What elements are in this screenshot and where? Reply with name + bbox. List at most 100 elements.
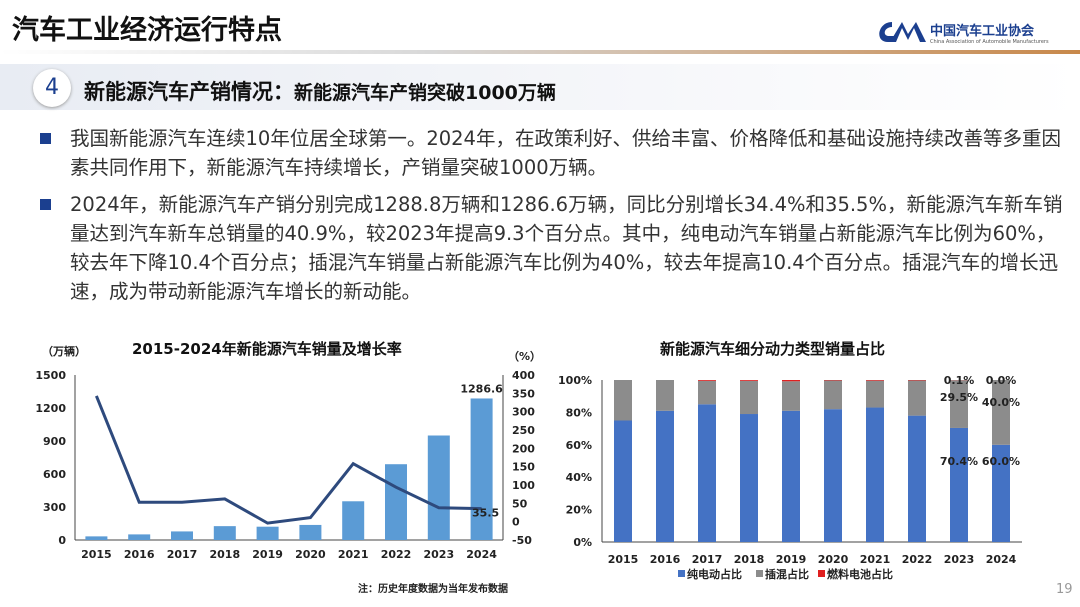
bar-2016 <box>128 534 151 540</box>
y-tick-label: 300 <box>43 501 66 514</box>
x-tick-label: 2017 <box>167 548 198 561</box>
y2-tick-label: 200 <box>512 442 535 455</box>
y-tick-label: 1500 <box>35 369 66 382</box>
segment-纯电动占比-2020 <box>824 409 842 542</box>
segment-纯电动占比-2022 <box>908 415 926 542</box>
x-tick-label: 2023 <box>944 553 975 566</box>
section-band <box>0 64 1080 110</box>
y-tick-label: 0 <box>58 534 66 547</box>
bullet-text: 2024年，新能源汽车产销分别完成1288.8万辆和1286.6万辆，同比分别增… <box>70 193 1063 303</box>
legend-label: 纯电动占比 <box>687 567 742 581</box>
header: 汽车工业经济运行特点 中国汽车工业协会 China Association of … <box>0 0 1080 50</box>
chart2-title: 新能源汽车细分动力类型销量占比 <box>660 340 886 358</box>
segment-纯电动占比-2023 <box>950 427 968 542</box>
y2-tick-label: 400 <box>512 369 535 382</box>
y2-unit-label: （%） <box>508 350 541 363</box>
segment-插混占比-2023 <box>950 380 968 428</box>
x-tick-label: 2020 <box>295 548 326 561</box>
y2-tick-label: 250 <box>512 424 535 437</box>
x-tick-label: 2015 <box>608 553 639 566</box>
data-label-bev: 70.4% <box>940 455 978 468</box>
bullet-square-icon <box>40 199 51 210</box>
x-tick-label: 2024 <box>466 548 497 561</box>
bar-2017 <box>171 531 193 540</box>
y-tick-label: 1200 <box>35 402 66 415</box>
segment-纯电动占比-2018 <box>740 414 758 542</box>
data-label-phev: 40.0% <box>982 396 1020 409</box>
bullet-2: 2024年，新能源汽车产销分别完成1288.8万辆和1286.6万辆，同比分别增… <box>40 190 1070 306</box>
segment-纯电动占比-2015 <box>614 420 632 542</box>
legend-label: 燃料电池占比 <box>826 567 893 581</box>
legend-swatch-2 <box>818 570 825 577</box>
legend-label: 插混占比 <box>765 567 809 581</box>
x-tick-label: 2021 <box>338 548 369 561</box>
x-tick-label: 2023 <box>423 548 454 561</box>
y-tick-label: 0% <box>573 536 592 549</box>
header-rule <box>0 50 1080 54</box>
bar-2015 <box>85 536 108 540</box>
segment-燃料电池占比-2018 <box>740 380 758 381</box>
segment-插混占比-2020 <box>824 380 842 410</box>
x-tick-label: 2020 <box>818 553 849 566</box>
y-tick-label: 20% <box>566 504 592 517</box>
chart1-title: 2015-2024年新能源汽车销量及增长率 <box>132 340 402 358</box>
segment-插混占比-2017 <box>698 380 716 405</box>
y2-tick-label: 300 <box>512 406 535 419</box>
footnote: 注：历史年度数据为当年发布数据 <box>358 584 508 595</box>
page-title: 汽车工业经济运行特点 <box>12 15 282 46</box>
y-tick-label: 80% <box>566 406 592 419</box>
bar-2021 <box>342 501 365 540</box>
page-number: 19 <box>1056 582 1073 597</box>
bar-2019 <box>256 526 279 540</box>
segment-纯电动占比-2017 <box>698 404 716 542</box>
bar-2020 <box>299 524 322 540</box>
x-tick-label: 2016 <box>124 548 155 561</box>
segment-纯电动占比-2024 <box>992 444 1010 542</box>
data-label-phev: 29.5% <box>940 391 978 404</box>
bullet-text: 我国新能源汽车连续10年位居全球第一。2024年，在政策利好、供给丰富、价格降低… <box>70 127 1061 179</box>
segment-插混占比-2022 <box>908 380 926 416</box>
segment-插混占比-2016 <box>656 380 674 411</box>
segment-插混占比-2021 <box>866 380 884 408</box>
section-number: 4 <box>33 69 71 107</box>
bullet-1: 我国新能源汽车连续10年位居全球第一。2024年，在政策利好、供给丰富、价格降低… <box>40 124 1070 182</box>
data-label-bev: 60.0% <box>982 455 1020 468</box>
x-tick-label: 2022 <box>902 553 933 566</box>
x-tick-label: 2016 <box>650 553 681 566</box>
y2-tick-label: 150 <box>512 461 535 474</box>
y2-tick-label: 50 <box>512 497 528 510</box>
bullet-square-icon <box>40 133 51 144</box>
logo-english: China Association of Automobile Manufact… <box>930 38 1049 45</box>
segment-插混占比-2019 <box>782 381 800 411</box>
x-tick-label: 2019 <box>776 553 807 566</box>
line-data-label: 35.5 <box>472 507 499 520</box>
y-tick-label: 60% <box>566 439 592 452</box>
segment-插混占比-2018 <box>740 380 758 415</box>
y2-tick-label: 350 <box>512 387 535 400</box>
logo-name: 中国汽车工业协会 <box>930 23 1035 39</box>
y2-tick-label: 0 <box>512 516 520 529</box>
section-subtitle: 新能源汽车产销突破1000万辆 <box>294 82 556 104</box>
logo: 中国汽车工业协会 China Association of Automobile … <box>872 18 1049 46</box>
segment-纯电动占比-2021 <box>866 407 884 542</box>
segment-燃料电池占比-2017 <box>698 380 716 381</box>
bar-2022 <box>385 464 407 540</box>
bar-2023 <box>427 435 450 540</box>
x-tick-label: 2019 <box>252 548 283 561</box>
y2-tick-label: -50 <box>512 534 532 547</box>
y-tick-label: 600 <box>43 468 66 481</box>
x-tick-label: 2024 <box>986 553 1017 566</box>
x-tick-label: 2017 <box>692 553 723 566</box>
section-title: 新能源汽车产销情况： <box>84 80 294 104</box>
segment-纯电动占比-2019 <box>782 410 800 542</box>
segment-插混占比-2015 <box>614 380 632 421</box>
bar-data-label: 1286.6 <box>460 382 503 395</box>
y2-tick-label: 100 <box>512 479 535 492</box>
x-tick-label: 2018 <box>209 548 240 561</box>
x-tick-label: 2022 <box>381 548 412 561</box>
section-heading: 新能源汽车产销情况：新能源汽车产销突破1000万辆 <box>84 76 556 106</box>
bar-2018 <box>213 526 236 540</box>
growth-line <box>95 395 482 525</box>
segment-纯电动占比-2016 <box>656 410 674 542</box>
